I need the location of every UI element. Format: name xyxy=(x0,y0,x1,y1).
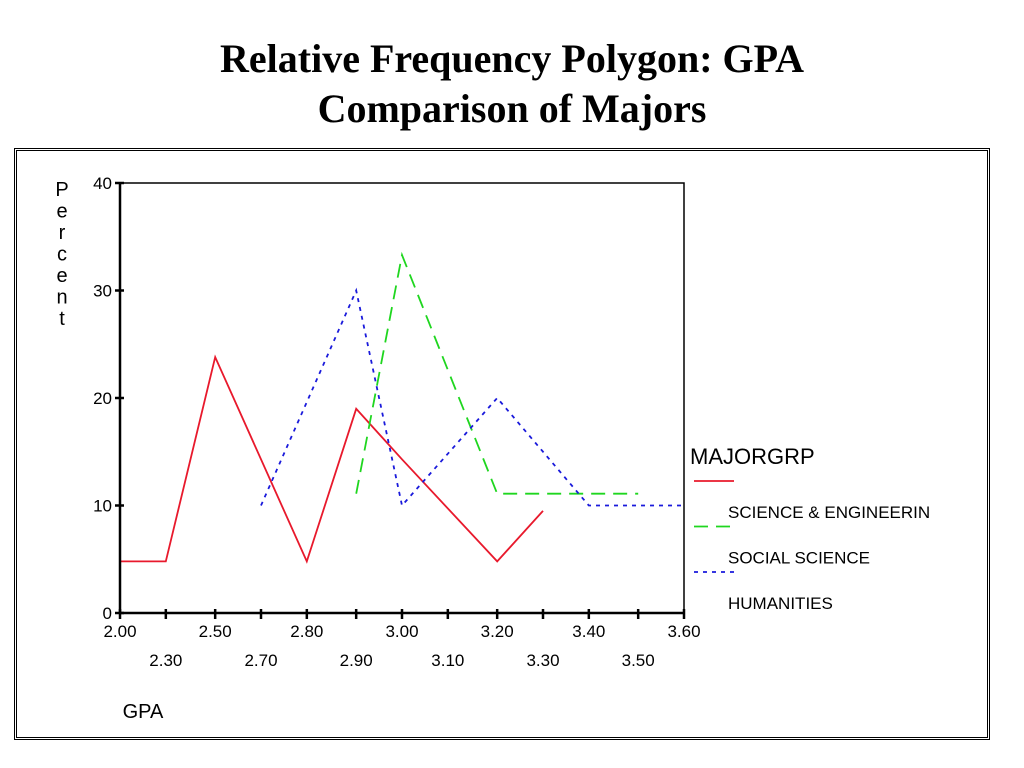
x-tick-label: 3.20 xyxy=(481,622,514,641)
chart-frame xyxy=(14,148,990,740)
y-tick-label: 30 xyxy=(93,282,112,301)
slide-title-line-1: Relative Frequency Polygon: GPA xyxy=(220,36,804,81)
x-tick-label: 2.00 xyxy=(103,622,136,641)
slide-title: Relative Frequency Polygon: GPA Comparis… xyxy=(0,34,1024,134)
legend-label: SOCIAL SCIENCE xyxy=(728,549,870,568)
legend-title: MAJORGRP xyxy=(690,444,815,469)
y-tick-label: 40 xyxy=(93,174,112,193)
series-line-1 xyxy=(120,354,544,564)
x-tick-label: 2.50 xyxy=(199,622,232,641)
series-line-3 xyxy=(260,287,684,508)
x-tick-label: 3.40 xyxy=(572,622,605,641)
y-tick-label: 20 xyxy=(93,389,112,408)
x-tick-label: 3.30 xyxy=(526,651,559,670)
x-tick-label: 3.00 xyxy=(385,622,418,641)
x-tick-label: 2.80 xyxy=(290,622,323,641)
x-tick-label: 2.30 xyxy=(149,651,182,670)
x-tick-label: 3.60 xyxy=(667,622,700,641)
x-axis-label: GPA xyxy=(123,701,164,723)
legend-label: SCIENCE & ENGINEERIN xyxy=(728,503,930,522)
x-tick-label: 3.50 xyxy=(622,651,655,670)
legend-label: HUMANITIES xyxy=(728,594,833,613)
y-tick-label: 10 xyxy=(93,497,112,516)
series-line-2 xyxy=(355,251,639,495)
slide-title-line-2: Comparison of Majors xyxy=(317,86,707,131)
x-tick-label: 2.90 xyxy=(340,651,373,670)
y-tick-label: 0 xyxy=(103,604,112,623)
x-tick-label: 3.10 xyxy=(431,651,464,670)
x-tick-label: 2.70 xyxy=(244,651,277,670)
